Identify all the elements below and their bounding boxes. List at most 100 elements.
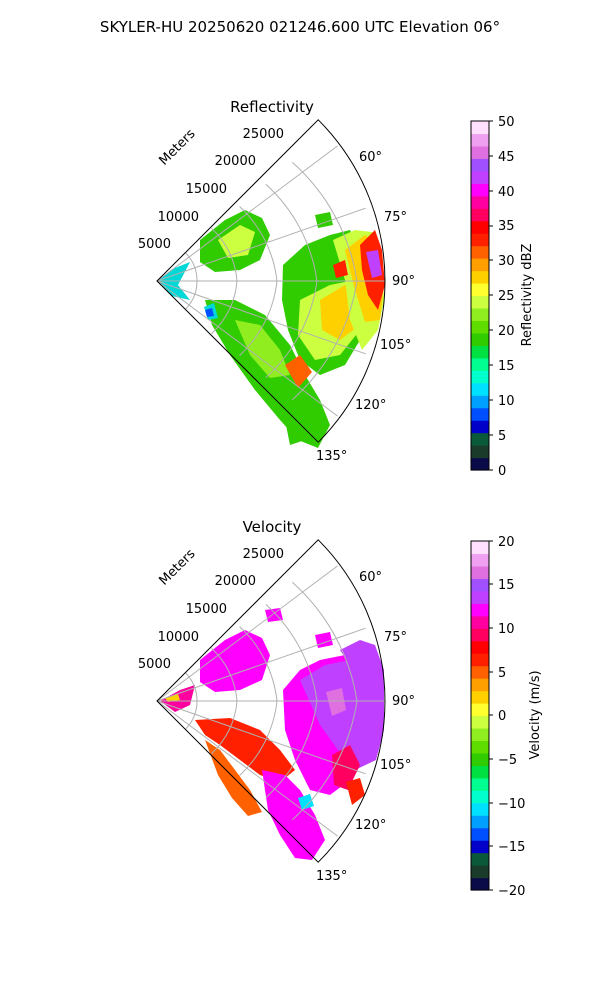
colorbar-tick-label: 0 — [498, 709, 506, 724]
angle-tick-label: 75° — [384, 210, 407, 225]
colorbar-tick-label: −10 — [498, 797, 525, 812]
colorbar-band — [471, 121, 489, 135]
velocity-colorbar-label: Velocity (m/s) — [528, 670, 543, 759]
colorbar-band — [471, 802, 489, 816]
colorbar-band — [471, 258, 489, 272]
colorbar-band — [471, 233, 489, 247]
colorbar-band — [471, 395, 489, 409]
colorbar-band — [471, 603, 489, 617]
velocity-panel: Velocity — [138, 518, 543, 899]
angle-tick-label: 120° — [355, 818, 386, 833]
angle-tick-label: 75° — [384, 630, 407, 645]
radial-tick-label: 20000 — [215, 574, 256, 589]
colorbar-tick-label: 35 — [498, 219, 515, 234]
colorbar-band — [471, 877, 489, 891]
colorbar-band — [471, 170, 489, 184]
radial-tick-label: 10000 — [158, 210, 199, 225]
colorbar-band — [471, 715, 489, 729]
velocity-echo — [160, 608, 384, 860]
radial-tick-label: 20000 — [215, 154, 256, 169]
colorbar-tick-label: 5 — [498, 666, 506, 681]
colorbar-tick-label: −20 — [498, 884, 525, 899]
radial-tick-label: 15000 — [186, 602, 227, 617]
colorbar-tick-label: 45 — [498, 150, 515, 165]
colorbar-tick-label: 40 — [498, 185, 515, 200]
colorbar-band — [471, 615, 489, 629]
velocity-colorbar-gradient — [471, 541, 489, 891]
reflectivity-panel: Reflectivity — [138, 98, 535, 479]
colorbar-tick-label: 5 — [498, 429, 506, 444]
colorbar-band — [471, 295, 489, 309]
colorbar-band — [471, 541, 489, 555]
velocity-title: Velocity — [243, 518, 302, 536]
reflectivity-colorbar: 0 5 10 15 20 25 30 35 40 45 50 Reflecti — [470, 115, 535, 479]
colorbar-band — [471, 345, 489, 359]
angle-tick-label: 90° — [392, 694, 415, 709]
colorbar-tick-label: 20 — [498, 324, 515, 339]
velocity-colorbar: −20 −15 −10 −5 0 5 10 15 20 Velocity (m/… — [470, 535, 543, 899]
colorbar-band — [471, 703, 489, 717]
angle-tick-label: 105° — [380, 338, 411, 353]
reflectivity-echo — [157, 210, 385, 448]
angle-tick-label: 60° — [359, 150, 382, 165]
colorbar-band — [471, 220, 489, 234]
colorbar-band — [471, 840, 489, 854]
radial-tick-label: 15000 — [186, 182, 227, 197]
colorbar-tick-label: 0 — [498, 464, 506, 479]
colorbar-tick-label: 15 — [498, 578, 515, 593]
reflectivity-angular-ticks: 60° 75° 90° 105° 120° 135° — [316, 150, 415, 464]
colorbar-band — [471, 590, 489, 604]
angle-tick-label: 120° — [355, 398, 386, 413]
velocity-angular-ticks: 60° 75° 90° 105° 120° 135° — [316, 570, 415, 884]
colorbar-band — [471, 665, 489, 679]
angle-tick-label: 90° — [392, 274, 415, 289]
colorbar-band — [471, 445, 489, 459]
reflectivity-radial-axis-label: Meters — [157, 126, 199, 168]
colorbar-band — [471, 133, 489, 147]
colorbar-band — [471, 578, 489, 592]
reflectivity-colorbar-ticks: 0 5 10 15 20 25 30 35 40 45 50 — [498, 115, 515, 479]
reflectivity-sector-frame — [156, 119, 386, 443]
colorbar-band — [471, 270, 489, 284]
colorbar-band — [471, 332, 489, 346]
colorbar-band — [471, 865, 489, 879]
colorbar-tick-label: −5 — [498, 753, 517, 768]
reflectivity-grid — [156, 145, 385, 417]
colorbar-band — [471, 727, 489, 742]
colorbar-band — [471, 852, 489, 866]
colorbar-tick-label: 10 — [498, 622, 515, 637]
colorbar-band — [471, 432, 489, 446]
colorbar-band — [471, 145, 489, 159]
colorbar-band — [471, 457, 489, 471]
colorbar-band — [471, 183, 489, 197]
colorbar-band — [471, 320, 489, 334]
colorbar-band — [471, 765, 489, 779]
radial-tick-label: 25000 — [243, 127, 284, 142]
colorbar-band — [471, 640, 489, 654]
colorbar-tick-label: −15 — [498, 840, 525, 855]
colorbar-tick-label: 50 — [498, 115, 515, 130]
colorbar-band — [471, 653, 489, 667]
velocity-radial-ticks: 5000 10000 15000 20000 25000 — [138, 547, 284, 672]
reflectivity-colorbar-gradient — [471, 121, 489, 471]
colorbar-band — [471, 307, 489, 322]
colorbar-band — [471, 553, 489, 567]
colorbar-tick-label: 30 — [498, 254, 515, 269]
reflectivity-title: Reflectivity — [230, 98, 314, 116]
colorbar-band — [471, 283, 489, 297]
reflectivity-colorbar-tickmarks — [489, 120, 493, 471]
colorbar-band — [471, 628, 489, 642]
colorbar-band — [471, 382, 489, 396]
colorbar-band — [471, 752, 489, 766]
colorbar-band — [471, 740, 489, 754]
reflectivity-radial-ticks: 5000 10000 15000 20000 25000 — [138, 127, 284, 252]
colorbar-band — [471, 827, 489, 841]
radial-tick-label: 5000 — [138, 237, 171, 252]
radial-tick-label: 5000 — [138, 657, 171, 672]
colorbar-band — [471, 790, 489, 804]
colorbar-band — [471, 678, 489, 692]
colorbar-band — [471, 815, 489, 829]
colorbar-tick-label: 10 — [498, 394, 515, 409]
colorbar-band — [471, 357, 489, 371]
